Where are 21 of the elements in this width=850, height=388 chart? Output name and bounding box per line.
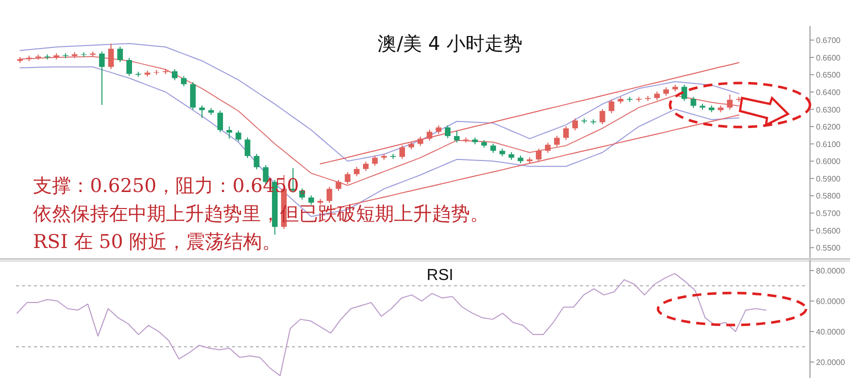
y-tick-label: 60.0000 [816, 297, 846, 306]
y-tick-label: 0.6200 [816, 122, 842, 132]
chart-title: 澳/美 4 小时走势 [378, 33, 522, 55]
y-tick-label: 40.0000 [816, 328, 846, 337]
y-tick-label: 80.0000 [816, 266, 846, 276]
line-series [320, 62, 740, 164]
y-tick-label: 0.5900 [816, 174, 842, 184]
annotation: RSI 在 50 附近，震荡结构。 [33, 231, 282, 253]
y-tick-label: 0.5800 [816, 192, 842, 201]
y-tick-label: 0.6000 [816, 157, 842, 166]
y-tick-label: 0.6700 [816, 36, 842, 46]
y-tick-label: 0.6300 [816, 105, 842, 114]
y-tick-label: 0.6500 [816, 70, 842, 80]
chart-title: RSI [426, 267, 454, 284]
y-tick-label: 0.5700 [816, 209, 842, 218]
y-tick-label: 20.0000 [816, 358, 846, 367]
y-tick-label: 0.5500 [816, 244, 842, 253]
y-tick-label: 0.5600 [816, 226, 842, 236]
y-tick-label: 0.6400 [816, 88, 842, 97]
y-tick-label: 0.6600 [816, 53, 842, 62]
y-tick-label: 0.6100 [816, 140, 842, 149]
